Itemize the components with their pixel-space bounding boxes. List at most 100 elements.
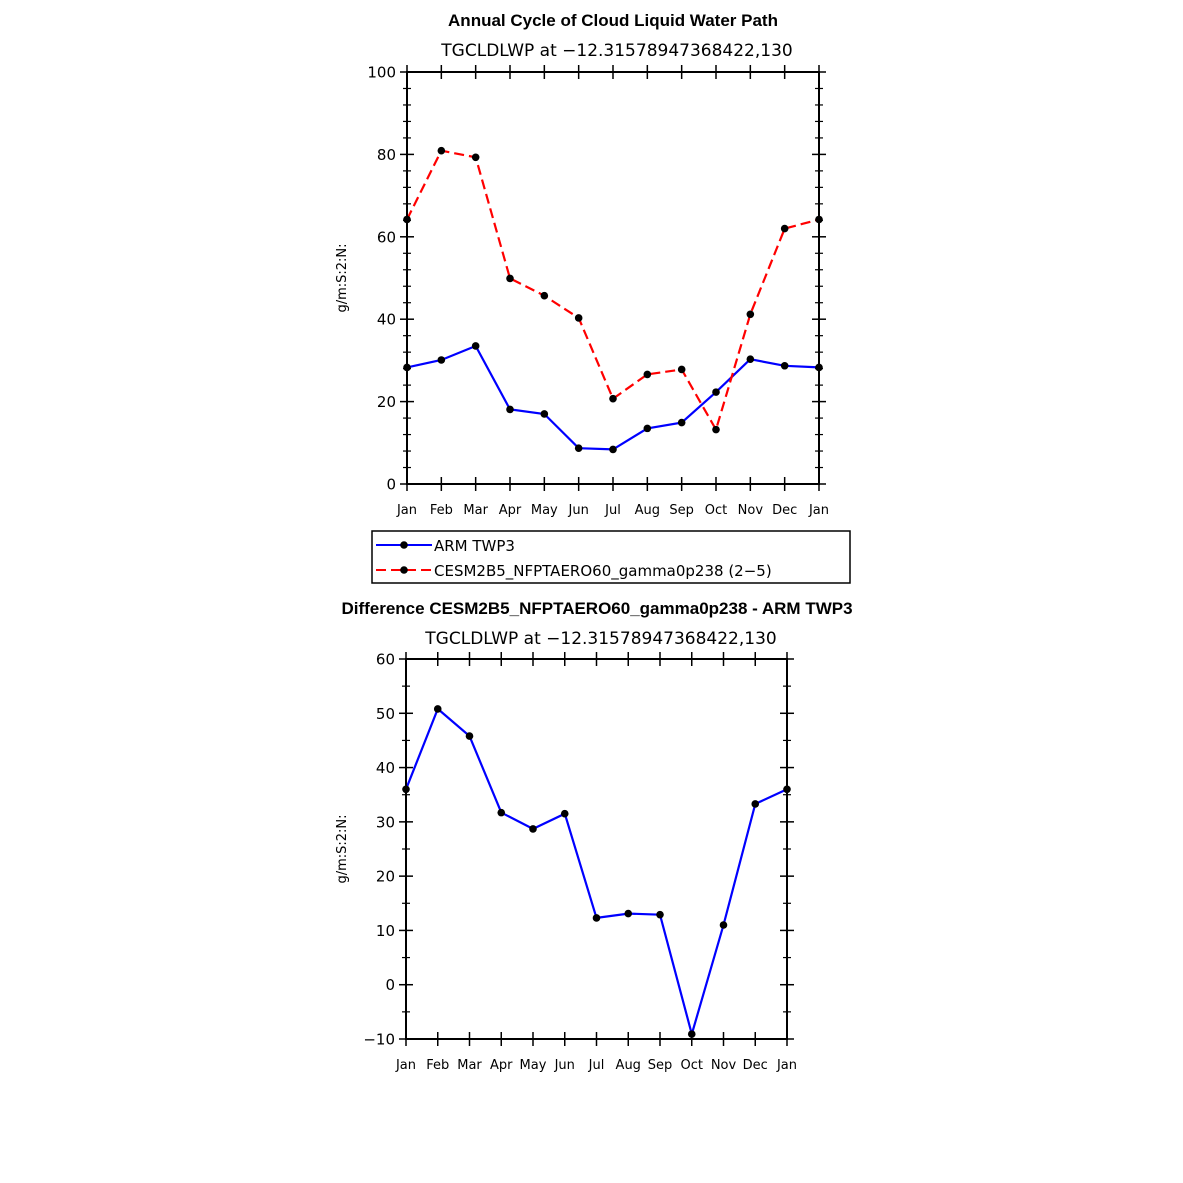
x-tick-label: Sep	[669, 503, 694, 518]
data-point	[780, 224, 789, 233]
legend-box	[371, 530, 851, 584]
x-tick-label: Dec	[772, 503, 797, 518]
x-tick-label: Mar	[463, 503, 488, 518]
data-point	[780, 361, 789, 370]
series-line-0	[404, 707, 788, 1039]
y-tick-label: 40	[376, 759, 395, 777]
data-point	[433, 705, 442, 713]
x-tick-label: Apr	[490, 1058, 513, 1073]
x-tick-label: May	[520, 1058, 547, 1073]
x-tick-label: Jan	[396, 503, 417, 518]
data-point	[719, 921, 728, 929]
data-point	[529, 825, 537, 833]
data-point	[471, 342, 480, 350]
data-point	[540, 291, 549, 300]
chart-annual-cycle: Annual Cycle of Cloud Liquid Water Path …	[335, 11, 829, 518]
legend-label-arm: ARM TWP3	[434, 537, 515, 555]
data-point	[751, 800, 760, 808]
x-tick-label: May	[531, 503, 558, 518]
series-group	[402, 705, 791, 1039]
y-tick-label: 30	[376, 813, 395, 831]
legend-item-cesm: CESM2B5_NFPTAERO60_gamma0p238 (2−5)	[376, 562, 772, 581]
y-tick-label: 40	[377, 311, 396, 329]
data-point	[506, 274, 514, 283]
series-line-1	[406, 149, 820, 433]
chart-subtitle: TGCLDLWP at −12.31578947368422,130	[424, 629, 776, 649]
data-point	[677, 365, 686, 374]
legend-marker-arm	[400, 541, 408, 549]
y-tick-label: 50	[376, 705, 395, 723]
data-point	[677, 418, 686, 427]
chart-subtitle: TGCLDLWP at −12.31578947368422,130	[440, 41, 792, 61]
x-tick-labels: Jan Feb Mar Apr May Jun Jul Aug Sep Oct Nov Dec Jan	[396, 503, 829, 518]
data-point	[687, 1030, 696, 1038]
data-point	[465, 732, 474, 740]
x-tick-label: Feb	[430, 503, 453, 518]
x-tick-labels: Jan Feb Mar Apr May Jun Jul Aug Sep Oct Nov Dec Jan	[395, 1058, 797, 1073]
data-point	[574, 444, 583, 452]
chart-title: Difference CESM2B5_NFPTAERO60_gamma0p238…	[341, 599, 852, 618]
plot-frame	[406, 71, 820, 485]
chart-difference: Difference CESM2B5_NFPTAERO60_gamma0p238…	[335, 599, 853, 1073]
tick-marks	[400, 65, 826, 491]
x-tick-label: Dec	[743, 1058, 768, 1073]
data-point	[540, 410, 549, 418]
y-tick-label: 20	[377, 393, 396, 411]
data-point	[624, 909, 633, 918]
tick-marks	[399, 652, 794, 1046]
y-tick-label: 60	[376, 651, 395, 669]
data-point	[712, 388, 720, 396]
x-tick-label: Sep	[648, 1058, 673, 1073]
data-point	[506, 405, 514, 414]
data-point	[746, 310, 755, 319]
x-tick-label: Oct	[705, 503, 727, 518]
data-point	[437, 356, 446, 364]
y-tick-label: 10	[376, 922, 395, 940]
legend: ARM TWP3 CESM2B5_NFPTAERO60_gamma0p238 (…	[371, 530, 851, 584]
data-point	[592, 914, 601, 922]
y-tick-label: 0	[385, 976, 395, 994]
x-tick-label: Nov	[711, 1058, 737, 1073]
y-tick-labels: 0 20 40 60 80 100	[367, 64, 396, 494]
x-tick-label: Jan	[395, 1058, 416, 1073]
chart-title: Annual Cycle of Cloud Liquid Water Path	[448, 11, 778, 30]
legend-item-arm: ARM TWP3	[376, 537, 515, 555]
y-axis-label: g/m:S:2:N:	[335, 243, 350, 312]
legend-label-cesm: CESM2B5_NFPTAERO60_gamma0p238 (2−5)	[434, 562, 772, 581]
y-axis-label: g/m:S:2:N:	[335, 814, 350, 883]
y-tick-label: −10	[363, 1031, 395, 1049]
x-tick-label: Jun	[554, 1058, 575, 1073]
series-group	[403, 146, 823, 454]
data-point	[437, 146, 446, 155]
plot-frame	[405, 658, 788, 1040]
x-tick-label: Nov	[738, 503, 764, 518]
data-point	[609, 445, 617, 454]
data-point	[609, 394, 617, 403]
data-point	[643, 370, 652, 379]
data-point	[560, 809, 569, 818]
x-tick-label: Jul	[604, 503, 621, 518]
x-tick-label: Mar	[457, 1058, 482, 1073]
x-tick-label: Apr	[499, 503, 522, 518]
data-point	[643, 424, 652, 433]
x-tick-label: Oct	[681, 1058, 703, 1073]
data-point	[497, 808, 506, 817]
x-tick-label: Jul	[588, 1058, 605, 1073]
data-point	[746, 355, 755, 363]
x-tick-label: Feb	[426, 1058, 449, 1073]
x-tick-label: Jan	[776, 1058, 797, 1073]
data-point	[656, 910, 664, 919]
y-tick-labels: −10 0 10 20 30 40 50 60	[363, 651, 395, 1049]
x-tick-label: Jan	[808, 503, 829, 518]
y-tick-label: 0	[386, 476, 396, 494]
y-tick-label: 20	[376, 868, 395, 886]
x-tick-label: Jun	[568, 503, 589, 518]
y-tick-label: 100	[367, 64, 396, 82]
x-tick-label: Aug	[616, 1058, 641, 1073]
y-tick-label: 80	[377, 146, 396, 164]
data-point	[574, 314, 583, 322]
legend-marker-cesm	[400, 566, 408, 574]
data-point	[712, 425, 720, 434]
data-point	[471, 153, 480, 162]
